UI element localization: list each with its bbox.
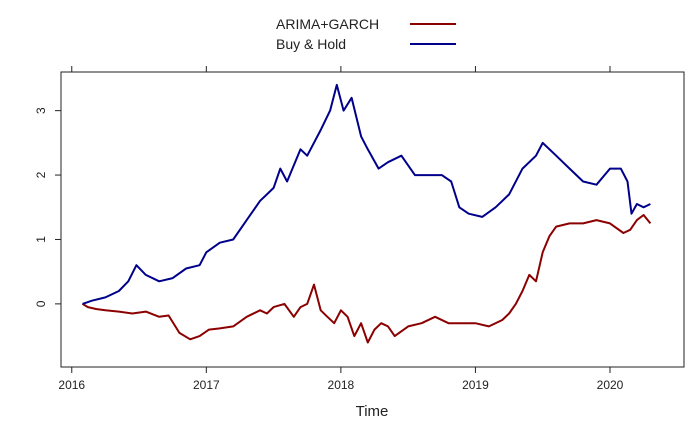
series-line-1 <box>82 83 651 305</box>
x-axis-title: Time <box>356 403 389 420</box>
y-tick-label: 3 <box>34 107 48 114</box>
x-tick-label: 2019 <box>462 378 489 392</box>
legend: ARIMA+GARCH Buy & Hold <box>276 16 456 52</box>
series-group <box>81 83 652 344</box>
plot-frame <box>60 71 685 368</box>
x-tick-label: 2020 <box>597 378 624 392</box>
y-tick-label: 2 <box>34 171 48 178</box>
y-tick-label: 1 <box>34 236 48 243</box>
series-line-0 <box>81 214 652 344</box>
legend-label-0: ARIMA+GARCH <box>276 16 379 32</box>
axes: 2016 2017 2018 2019 2020 0 1 2 3 <box>34 66 624 392</box>
legend-label-1: Buy & Hold <box>276 36 346 52</box>
x-tick-label: 2017 <box>193 378 220 392</box>
x-tick-label: 2016 <box>58 378 85 392</box>
y-tick-label: 0 <box>34 300 48 307</box>
x-tick-label: 2018 <box>328 378 355 392</box>
